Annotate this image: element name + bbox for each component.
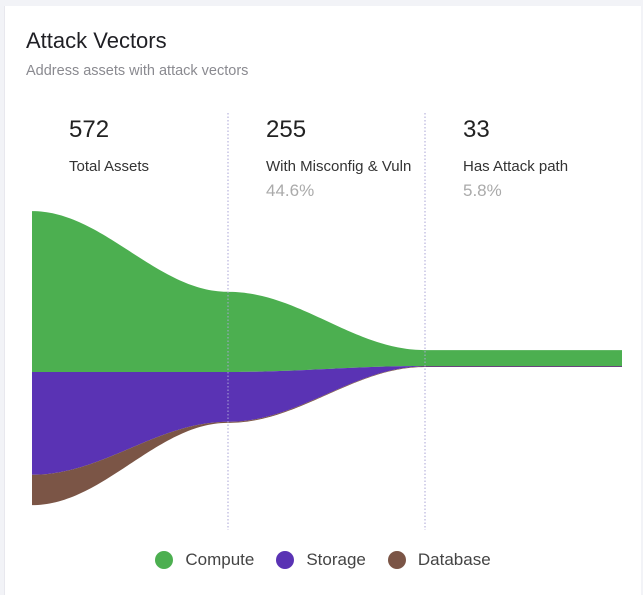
legend: Compute Storage Database (5, 550, 641, 570)
series-storage-area (32, 366, 622, 475)
stage-percent: 5.8% (463, 181, 502, 200)
series-compute-area (32, 211, 622, 372)
stage-label: With Misconfig & Vuln (266, 158, 412, 175)
stage-misconfig-vuln: 255 With Misconfig & Vuln 44.6% (266, 116, 416, 201)
stage-label: Total Assets (69, 158, 150, 175)
stage-label: Has Attack path (463, 158, 569, 175)
legend-label: Compute (185, 550, 255, 569)
legend-dot (155, 551, 174, 569)
stage-value: 33 (463, 116, 490, 143)
card-subtitle: Address assets with attack vectors (26, 63, 249, 79)
legend-dot (276, 551, 295, 569)
legend-item-compute[interactable]: Compute (155, 550, 254, 570)
stage-value: 255 (266, 116, 307, 143)
stage-total-assets: 572 Total Assets (69, 116, 219, 179)
series-database-area (32, 366, 622, 506)
legend-label: Storage (306, 550, 366, 569)
legend-item-storage[interactable]: Storage (276, 550, 366, 570)
legend-item-database[interactable]: Database (387, 550, 491, 570)
legend-label: Database (417, 550, 491, 569)
stage-attack-path: 33 Has Attack path 5.8% (463, 116, 613, 201)
card-title: Attack Vectors (26, 28, 167, 53)
legend-dot (387, 551, 406, 569)
stage-percent: 44.6% (266, 181, 315, 200)
stage-value: 572 (69, 116, 110, 143)
